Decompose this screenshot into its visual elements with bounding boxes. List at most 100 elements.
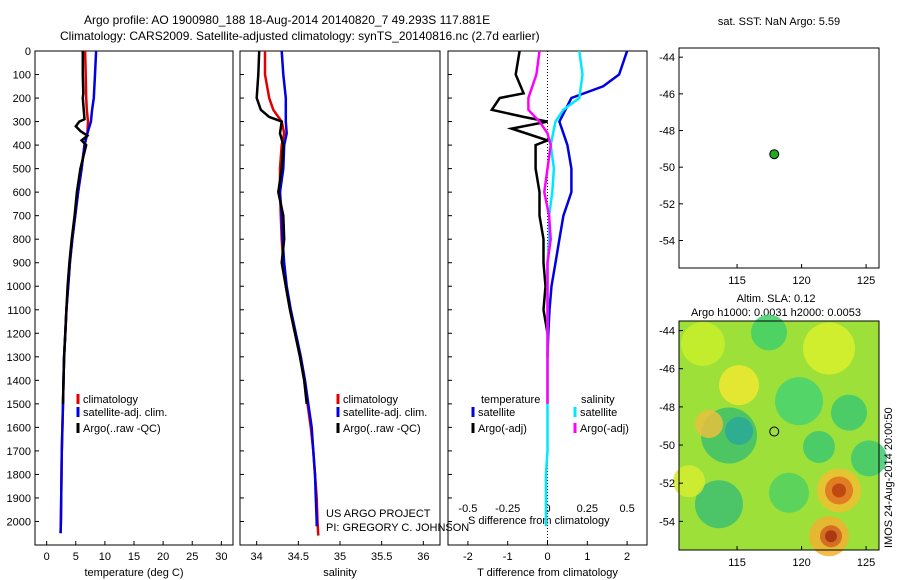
depth-tick-label: 1200 xyxy=(7,328,31,340)
depth-tick-label: 1300 xyxy=(7,352,31,364)
temperature-x-tick-label: 10 xyxy=(99,551,111,563)
difference-T-tick-label: 2 xyxy=(624,551,630,563)
sla-blob xyxy=(769,472,809,513)
sla-map-title-1: Altim. SLA: 0.12 xyxy=(737,293,816,305)
depth-tick-label: 500 xyxy=(13,164,31,176)
depth-tick-label: 1500 xyxy=(7,399,31,411)
difference-legend-S-argo-label: Argo(-adj) xyxy=(580,423,629,435)
depth-tick-label: 2000 xyxy=(7,516,31,528)
sst-map-panel xyxy=(678,47,880,269)
sla-blob xyxy=(803,430,835,463)
sla-map-panel xyxy=(678,320,880,551)
difference-legend-T-argo-label: Argo(-adj) xyxy=(478,423,527,435)
depth-tick-label: 600 xyxy=(13,187,31,199)
sla-map-y-tick-label: -48 xyxy=(659,402,675,414)
sst-map-x-tick-label: 120 xyxy=(792,275,810,287)
salinity-x-tick-label: 34.5 xyxy=(288,551,309,563)
sst-map-title: sat. SST: NaN Argo: 5.59 xyxy=(718,16,840,28)
imos-date-label: IMOS 24-Aug-2014 20:00:50 xyxy=(883,407,895,548)
difference-T-tick-label: -1 xyxy=(503,551,513,563)
temperature-x-tick-label: 20 xyxy=(157,551,169,563)
depth-tick-label: 1800 xyxy=(7,469,31,481)
sla-blob xyxy=(695,410,723,439)
temperature-panel xyxy=(34,50,234,546)
sla-blob xyxy=(775,377,823,426)
header-line-1: Argo profile: AO 1900980_188 18-Aug-2014… xyxy=(84,13,491,27)
depth-tick-label: 1600 xyxy=(7,422,31,434)
sla-map-y-tick-label: -44 xyxy=(659,326,675,338)
salinity-x-tick-label: 35.5 xyxy=(371,551,392,563)
sla-blob xyxy=(803,322,855,375)
difference-T-tick-label: -2 xyxy=(463,551,473,563)
sla-blob xyxy=(825,530,837,543)
temperature-x-tick-label: 15 xyxy=(128,551,140,563)
sla-map-x-tick-label: 115 xyxy=(728,557,746,569)
salinity-panel xyxy=(239,50,441,546)
argo-position-marker xyxy=(769,149,780,160)
temperature-series-clim xyxy=(59,50,90,534)
sla-map-y-tick-label: -46 xyxy=(659,364,675,376)
difference-T-tick-label: 1 xyxy=(584,551,590,563)
depth-tick-label: 100 xyxy=(13,70,31,82)
sla-blob xyxy=(831,394,867,431)
difference-S-tick-label: -0.5 xyxy=(458,503,477,515)
salinity-xlabel: salinity xyxy=(323,567,357,579)
sla-blob xyxy=(851,440,887,477)
salinity-series-clim xyxy=(263,51,320,536)
sla-map-x-tick-label: 120 xyxy=(792,557,810,569)
sla-map-title-2: Argo h1000: 0.0031 h2000: 0.0053 xyxy=(691,307,861,319)
sla-blob xyxy=(695,480,743,529)
sla-blob xyxy=(725,416,753,445)
sla-blob xyxy=(719,365,759,406)
depth-tick-label: 700 xyxy=(13,211,31,223)
depth-tick-label: 1100 xyxy=(7,305,31,317)
sst-map-x-tick-label: 125 xyxy=(857,275,875,287)
depth-tick-label: 1700 xyxy=(7,446,31,458)
salinity-x-tick-label: 34 xyxy=(251,551,263,563)
temperature-x-tick-label: 0 xyxy=(44,551,50,563)
difference-S-tick-label: -0.25 xyxy=(495,503,520,515)
temperature-legend-sat-label: satellite-adj. clim. xyxy=(83,407,167,419)
salinity-legend-argo-label: Argo(..raw -QC) xyxy=(343,423,421,435)
pi-label: PI: GREGORY C. JOHNSON xyxy=(326,522,469,534)
difference-S-tick-label: 0.5 xyxy=(619,503,634,515)
depth-tick-label: 1900 xyxy=(7,493,31,505)
temperature-legend-clim-label: climatology xyxy=(83,394,139,406)
difference-legend-T-sat-label: satellite xyxy=(478,407,515,419)
salinity-x-tick-label: 35 xyxy=(334,551,346,563)
depth-tick-label: 300 xyxy=(13,117,31,129)
temperature-legend-argo-label: Argo(..raw -QC) xyxy=(83,423,161,435)
sla-blob xyxy=(751,314,787,351)
sst-map-y-tick-label: -52 xyxy=(659,199,675,211)
legend-temperature-head: temperature xyxy=(481,394,540,406)
difference-xlabel-T: T difference from climatology xyxy=(477,567,618,579)
legend-salinity-head: salinity xyxy=(581,394,615,406)
difference-series-argo xyxy=(489,50,552,334)
sst-map-y-tick-label: -48 xyxy=(659,126,675,138)
depth-tick-label: 200 xyxy=(13,93,31,105)
sst-map-y-tick-label: -50 xyxy=(659,162,675,174)
sla-blob xyxy=(673,465,705,498)
sla-blob xyxy=(832,483,846,498)
salinity-series-argo xyxy=(255,50,308,405)
difference-xlabel-S: S difference from climatology xyxy=(468,515,610,527)
temperature-x-tick-label: 25 xyxy=(186,551,198,563)
difference-T-tick-label: 0 xyxy=(544,551,550,563)
sla-map-x-tick-label: 125 xyxy=(857,557,875,569)
difference-series-sat xyxy=(546,50,629,357)
sst-map-y-tick-label: -44 xyxy=(659,52,675,64)
temperature-series-argo xyxy=(61,51,90,404)
depth-tick-label: 0 xyxy=(25,46,31,58)
sla-map-y-tick-label: -50 xyxy=(659,440,675,452)
header-line-2: Climatology: CARS2009. Satellite-adjuste… xyxy=(60,29,540,43)
depth-tick-label: 800 xyxy=(13,234,31,246)
sla-map-y-tick-label: -52 xyxy=(659,478,675,490)
argo-position-marker-sla xyxy=(769,426,780,437)
project-label: US ARGO PROJECT xyxy=(326,508,431,520)
difference-legend-S-sat-label: satellite xyxy=(580,407,617,419)
depth-tick-label: 400 xyxy=(13,140,31,152)
temperature-x-tick-label: 30 xyxy=(215,551,227,563)
depth-tick-label: 900 xyxy=(13,258,31,270)
difference-S-tick-label: 0 xyxy=(544,503,550,515)
